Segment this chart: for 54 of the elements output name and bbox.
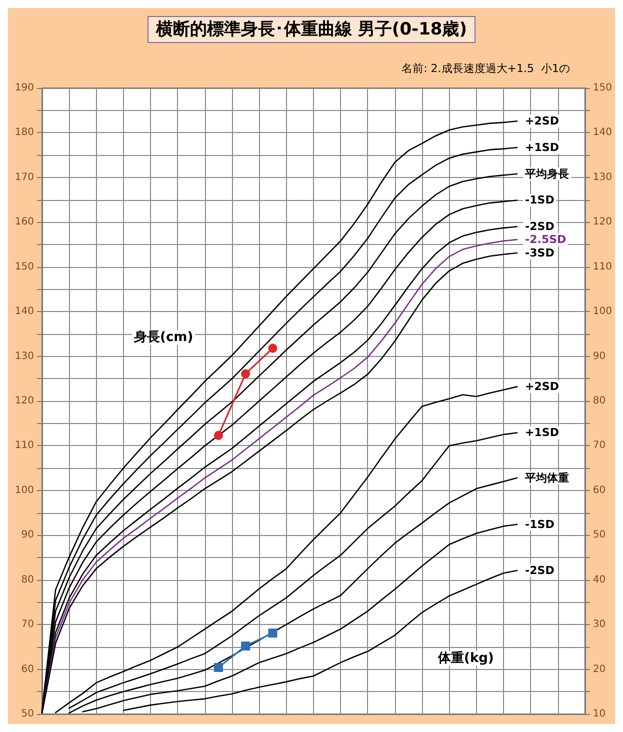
y2-tick-label: 40 [592,574,606,586]
y2-tick-label: 90 [592,350,606,362]
series-label: -1SD [525,518,554,531]
y2-axis-title: 体重(kg) [437,650,494,666]
y2-tick-label: 50 [592,530,606,541]
y-tick-label: 100 [14,484,34,496]
y-tick-label: 120 [14,396,34,406]
line-series [54,386,518,714]
y-tick-label: 150 [14,261,34,272]
series-label: -2SD [525,564,554,577]
series-label: -2SD [525,220,554,234]
point [268,344,278,353]
y-tick-label: 110 [14,440,34,452]
chart-subtitle: 名前: 2.成長速度過大+1.5 小1の [402,62,570,75]
series-label: -1SD [525,194,554,207]
y2-tick-label: 120 [592,216,612,228]
y2-tick-label: 10 [592,708,606,720]
series-label: +2SD [525,380,559,394]
point [214,430,223,440]
y-tick-label: 50 [21,708,34,720]
chart-title: 横断的標準身長･体重曲線 男子(0-18歳) [155,20,467,40]
y-tick-label: 190 [14,82,34,94]
series-label: +1SD [525,140,559,154]
series-label: -2.5SD [525,233,566,246]
line-series [68,477,518,714]
y-tick-label: 160 [14,216,34,228]
y2-tick-label: 30 [592,619,606,630]
series-label: 平均身長 [524,167,570,180]
y-tick-label: 90 [21,530,34,541]
series-label: +2SD [525,114,559,128]
line-series [122,570,518,712]
point [241,369,250,378]
y2-tick-label: 140 [592,127,612,138]
y2-tick-label: 80 [592,396,606,406]
series-label: 平均体重 [524,471,570,484]
y2-tick-label: 70 [592,440,606,452]
y-axis-title: 身長(cm) [133,330,194,345]
y-tick-label: 140 [14,306,34,318]
y-tick-label: 180 [14,127,34,138]
y2-tick-label: 130 [592,172,612,183]
y-tick-label: 60 [21,664,34,675]
series-label: +1SD [525,426,559,440]
series-label: -3SD [525,246,554,260]
y2-tick-label: 100 [592,306,612,318]
y2-tick-label: 110 [592,261,612,272]
y2-tick-label: 60 [592,484,606,496]
y-tick-label: 170 [14,172,34,183]
line-series [68,432,518,709]
y2-tick-label: 150 [592,82,612,94]
y-tick-label: 80 [21,574,34,586]
y-tick-label: 70 [21,619,34,630]
y2-tick-label: 20 [592,664,606,675]
line-series [82,524,518,712]
y-tick-label: 130 [14,350,34,362]
